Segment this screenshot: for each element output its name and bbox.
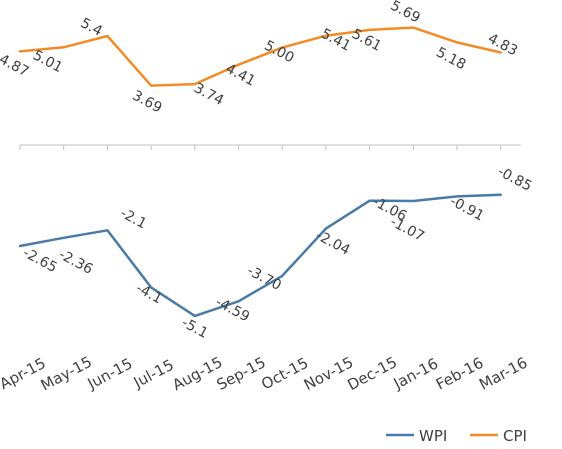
data-label-cpi: 5.18 <box>433 44 468 73</box>
data-label-wpi: -2.04 <box>313 228 353 259</box>
data-label-wpi: -1.07 <box>387 214 427 245</box>
data-label-cpi: 5.4 <box>78 15 105 40</box>
series-line-wpi <box>18 193 502 318</box>
data-label-wpi: -0.85 <box>495 164 535 195</box>
x-tick-label: Feb-16 <box>433 354 487 394</box>
x-tick-label: Nov-15 <box>301 353 357 394</box>
x-tick-label: Mar-16 <box>476 353 530 393</box>
data-label-cpi: 5.00 <box>262 38 297 67</box>
data-label-cpi: 5.41 <box>318 26 353 55</box>
data-label-wpi: -4.59 <box>213 294 253 325</box>
x-tick-label: Sep-15 <box>214 353 269 394</box>
data-label-wpi: -2.36 <box>56 247 96 278</box>
data-label-wpi: -2.65 <box>20 245 60 276</box>
legend-cpi-label: CPI <box>503 427 527 445</box>
data-label-wpi: -2.1 <box>117 205 149 232</box>
data-label-cpi: 5.01 <box>30 47 65 76</box>
legend-wpi-label: WPI <box>419 427 447 445</box>
data-label-cpi: 4.41 <box>223 61 258 90</box>
data-label-wpi: -0.91 <box>447 193 487 224</box>
data-label-cpi: 3.74 <box>191 80 226 109</box>
x-tick-label: Jan-16 <box>390 354 441 393</box>
data-label-wpi: -5.1 <box>179 315 211 342</box>
data-label-cpi: 5.69 <box>388 0 423 26</box>
x-tick-label: Oct-15 <box>258 354 311 394</box>
data-label-wpi: -4.1 <box>133 280 165 307</box>
data-label-cpi: 4.87 <box>0 51 31 80</box>
data-label-cpi: 3.69 <box>129 88 164 117</box>
series-line-cpi <box>18 26 502 87</box>
x-tick-label: Aug-15 <box>169 353 225 394</box>
x-tick-label: Jul-15 <box>130 356 177 392</box>
legend: WPI CPI <box>386 427 527 445</box>
data-label-cpi: 4.83 <box>485 31 520 60</box>
x-tick-label: May-15 <box>38 353 95 395</box>
x-tick-label: Jun-15 <box>84 354 136 393</box>
x-tick-label: Dec-15 <box>344 353 400 394</box>
data-label-wpi: -3.70 <box>244 263 284 294</box>
